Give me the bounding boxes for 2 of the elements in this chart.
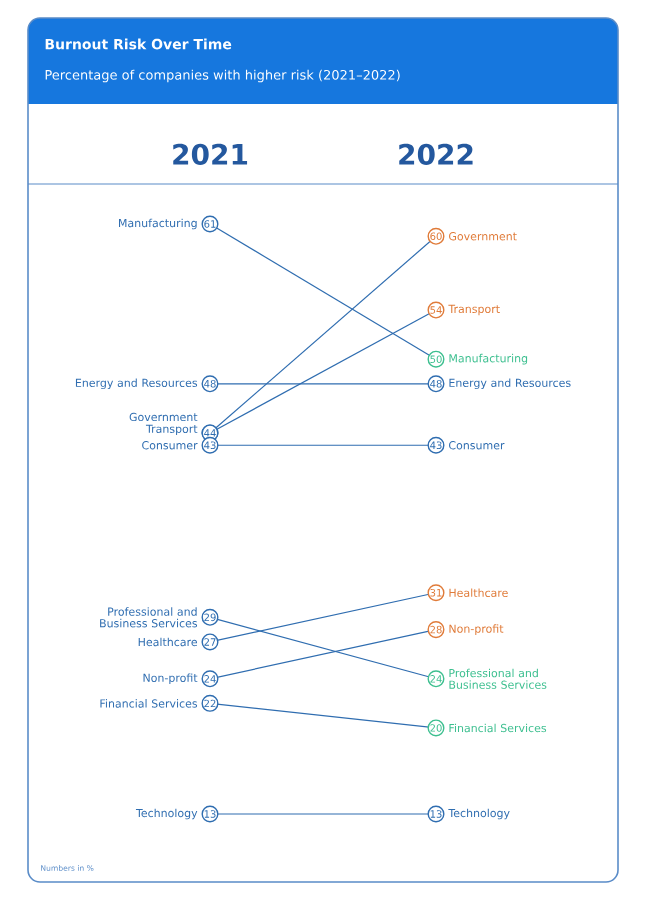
x-tick-label: 2022 [399,143,473,165]
x-tick-label: 2021 [173,143,248,165]
